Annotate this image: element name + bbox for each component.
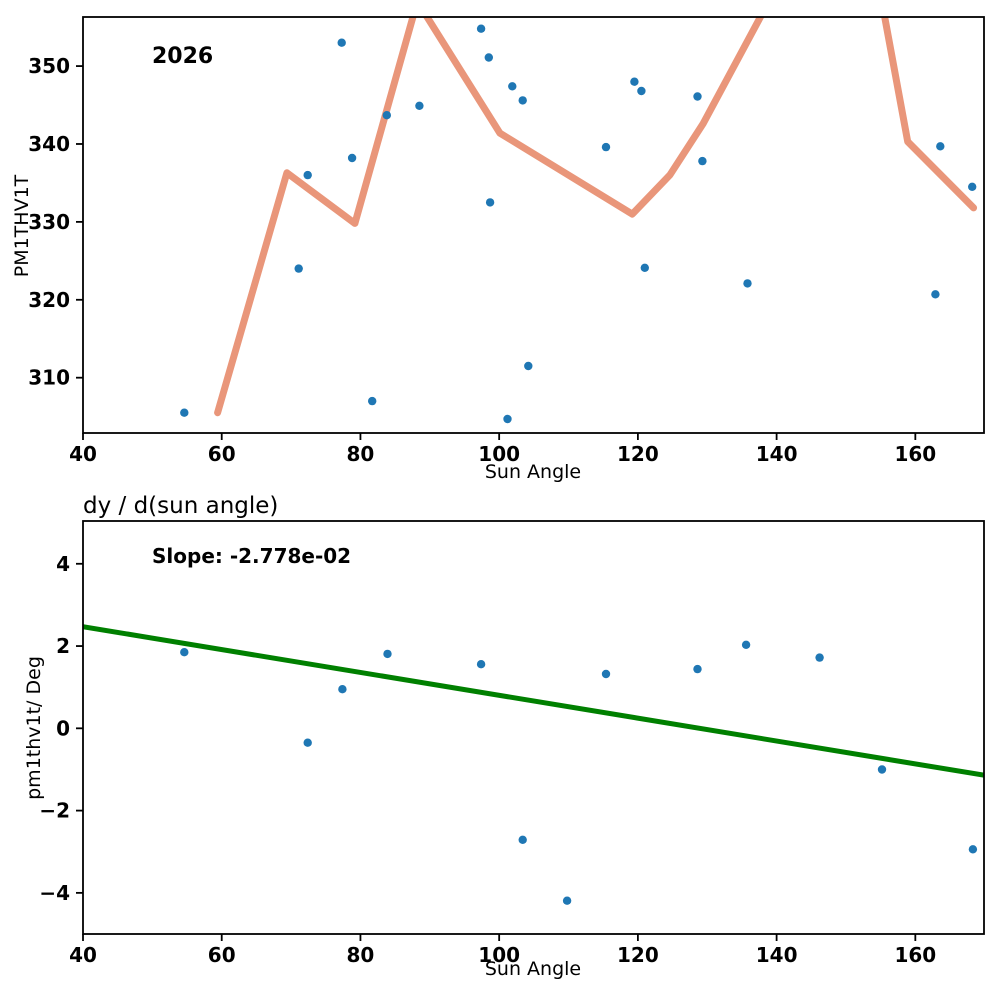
scatter-point <box>180 408 189 417</box>
scatter-point <box>485 198 495 207</box>
scatter-point <box>562 896 572 905</box>
x-tick-label: 80 <box>347 943 375 967</box>
bottom-x-axis-label: Sun Angle <box>485 958 581 980</box>
scatter-point <box>337 38 346 47</box>
x-tick-label: 160 <box>894 442 936 466</box>
scatter-point <box>518 96 527 105</box>
y-tick-label: 320 <box>28 288 70 312</box>
trend-line <box>214 17 978 417</box>
scatter-point <box>877 765 887 774</box>
y-tick-label: 2 <box>56 634 70 658</box>
y-tick-label: 340 <box>28 132 70 156</box>
slope-annotation: Slope: -2.778e-02 <box>152 544 351 568</box>
x-tick-label: 160 <box>894 943 936 967</box>
y-tick-label: −2 <box>39 799 70 823</box>
x-tick-label: 140 <box>756 943 798 967</box>
x-tick-label: 100 <box>478 943 520 967</box>
year-annotation: 2026 <box>152 44 213 69</box>
scatter-point <box>931 290 940 299</box>
scatter-point <box>518 835 527 844</box>
scatter-point <box>968 182 977 191</box>
scatter-point <box>936 142 945 151</box>
fit-line <box>83 624 984 778</box>
scatter-point <box>347 153 357 163</box>
scatter-point <box>484 53 493 62</box>
scatter-point <box>693 92 702 101</box>
scatter-point <box>968 845 978 854</box>
scatter-point <box>303 738 312 747</box>
top-panel: 40 60 80 100 120 140 160 310 320 330 340 350 2026 P… <box>11 16 985 483</box>
x-tick-label: 60 <box>208 442 236 466</box>
y-tick-label: 330 <box>28 210 70 234</box>
bottom-panel-title: dy / d(sun angle) <box>83 493 278 519</box>
y-tick-label: 310 <box>28 366 70 390</box>
scatter-point <box>338 685 347 694</box>
bottom-panel-marks: 40 60 80 100 120 140 160 −4 −2 0 2 4 <box>39 520 985 967</box>
scatter-point <box>741 640 751 649</box>
scatter-point <box>368 396 377 406</box>
y-tick-label: 350 <box>28 54 70 78</box>
y-tick-label: 4 <box>56 552 70 576</box>
scatter-point <box>630 77 639 86</box>
scatter-point <box>383 649 392 659</box>
scatter-point <box>508 82 517 91</box>
y-tick-label: −4 <box>39 881 70 905</box>
bottom-panel: dy / d(sun angle) 40 60 80 100 120 140 160−4−2… <box>23 493 985 980</box>
scatter-point <box>743 279 752 288</box>
bottom-y-axis-label: pm1thv1t/ Deg <box>23 656 45 800</box>
top-x-axis-label: Sun Angle <box>485 461 581 483</box>
scatter-point <box>503 414 512 424</box>
x-tick-label: 140 <box>756 442 798 466</box>
scatter-point <box>698 156 707 166</box>
scatter-point <box>476 660 486 669</box>
y-tick-label: 0 <box>56 716 70 740</box>
scatter-point <box>180 648 189 657</box>
plot-border <box>82 520 985 935</box>
scatter-point <box>601 142 611 152</box>
scatter-point <box>294 264 303 273</box>
scatter-point <box>640 263 649 272</box>
scatter-point <box>637 86 646 96</box>
top-y-axis-label: PM1THV1T <box>11 174 33 277</box>
x-tick-label: 60 <box>208 943 236 967</box>
scatter-point <box>382 111 391 120</box>
plot-border <box>82 16 985 434</box>
x-tick-label: 40 <box>69 943 97 967</box>
scatter-point <box>524 361 533 371</box>
x-tick-label: 100 <box>478 442 520 466</box>
x-tick-label: 120 <box>617 442 659 466</box>
scatter-point <box>303 170 312 180</box>
scatter-point <box>415 101 424 111</box>
x-tick-label: 120 <box>617 943 659 967</box>
top-panel-marks: 40 60 80 100 120 140 160 310 320 330 340 350 <box>28 16 985 466</box>
scatter-point <box>476 24 486 33</box>
scatter-point <box>601 669 611 679</box>
x-tick-label: 40 <box>69 442 97 466</box>
scatter-point <box>815 653 824 662</box>
scatter-point <box>693 664 702 674</box>
x-tick-label: 80 <box>347 442 375 466</box>
